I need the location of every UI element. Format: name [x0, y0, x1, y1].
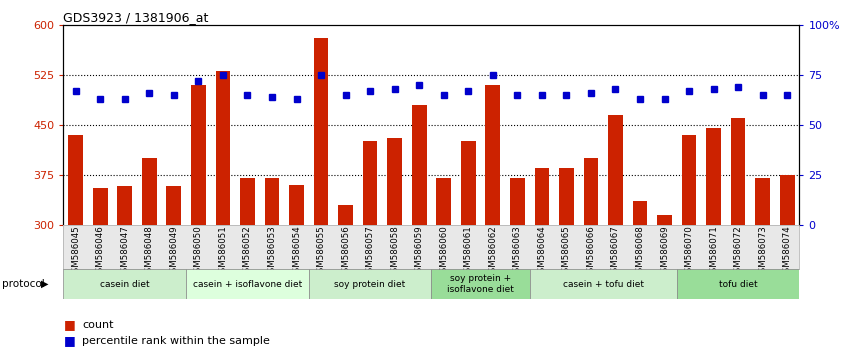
- Bar: [461, 142, 475, 225]
- Bar: [412, 105, 426, 225]
- Text: ■: ■: [63, 334, 75, 347]
- Text: GSM586047: GSM586047: [120, 226, 129, 279]
- Bar: [338, 205, 353, 225]
- Text: casein + tofu diet: casein + tofu diet: [563, 280, 644, 289]
- Bar: [265, 178, 279, 225]
- Text: GSM586052: GSM586052: [243, 226, 252, 279]
- Bar: [240, 178, 255, 225]
- Text: GSM586064: GSM586064: [537, 226, 547, 279]
- Text: GSM586066: GSM586066: [586, 226, 596, 279]
- Bar: [608, 115, 623, 225]
- Text: percentile rank within the sample: percentile rank within the sample: [82, 336, 270, 346]
- Bar: [431, 269, 530, 299]
- Text: ■: ■: [63, 319, 75, 331]
- Text: GSM586056: GSM586056: [341, 226, 350, 279]
- Text: GSM586062: GSM586062: [488, 226, 497, 279]
- Text: soy protein +
isoflavone diet: soy protein + isoflavone diet: [447, 274, 514, 294]
- Text: GSM586074: GSM586074: [783, 226, 792, 279]
- Bar: [731, 118, 745, 225]
- Text: casein + isoflavone diet: casein + isoflavone diet: [193, 280, 302, 289]
- Text: count: count: [82, 320, 113, 330]
- Bar: [289, 185, 304, 225]
- Bar: [657, 215, 672, 225]
- Bar: [437, 178, 451, 225]
- Text: tofu diet: tofu diet: [719, 280, 757, 289]
- Text: GSM586054: GSM586054: [292, 226, 301, 279]
- Bar: [510, 178, 525, 225]
- Text: GSM586051: GSM586051: [218, 226, 228, 279]
- Text: GSM586069: GSM586069: [660, 226, 669, 278]
- Text: GSM586068: GSM586068: [635, 226, 645, 279]
- Bar: [191, 85, 206, 225]
- Bar: [682, 135, 696, 225]
- Text: GSM586063: GSM586063: [513, 226, 522, 279]
- Bar: [69, 135, 83, 225]
- Bar: [142, 158, 157, 225]
- Text: GSM586048: GSM586048: [145, 226, 154, 279]
- Text: GDS3923 / 1381906_at: GDS3923 / 1381906_at: [63, 11, 209, 24]
- Bar: [309, 269, 431, 299]
- Text: casein diet: casein diet: [100, 280, 150, 289]
- Text: ▶: ▶: [41, 279, 48, 289]
- Bar: [93, 188, 107, 225]
- Bar: [363, 142, 377, 225]
- Text: GSM586060: GSM586060: [439, 226, 448, 279]
- Bar: [706, 128, 721, 225]
- Text: GSM586071: GSM586071: [709, 226, 718, 279]
- Bar: [584, 158, 598, 225]
- Text: GSM586045: GSM586045: [71, 226, 80, 279]
- Text: GSM586067: GSM586067: [611, 226, 620, 279]
- Bar: [755, 178, 770, 225]
- Text: soy protein diet: soy protein diet: [334, 280, 406, 289]
- Bar: [216, 72, 230, 225]
- Bar: [486, 85, 500, 225]
- Text: GSM586055: GSM586055: [316, 226, 326, 279]
- Text: GSM586072: GSM586072: [733, 226, 743, 279]
- Bar: [314, 38, 328, 225]
- Bar: [186, 269, 309, 299]
- Text: GSM586058: GSM586058: [390, 226, 399, 279]
- Bar: [633, 201, 647, 225]
- Text: GSM586061: GSM586061: [464, 226, 473, 279]
- Text: GSM586070: GSM586070: [684, 226, 694, 279]
- Text: GSM586059: GSM586059: [415, 226, 424, 278]
- Bar: [780, 175, 794, 225]
- Text: protocol: protocol: [2, 279, 45, 289]
- Bar: [559, 168, 574, 225]
- Text: GSM586050: GSM586050: [194, 226, 203, 279]
- Bar: [167, 186, 181, 225]
- Bar: [535, 168, 549, 225]
- Text: GSM586073: GSM586073: [758, 226, 767, 279]
- Bar: [118, 186, 132, 225]
- Bar: [387, 138, 402, 225]
- Bar: [677, 269, 799, 299]
- Bar: [63, 269, 186, 299]
- Text: GSM586065: GSM586065: [562, 226, 571, 279]
- Text: GSM586049: GSM586049: [169, 226, 179, 278]
- Text: GSM586053: GSM586053: [267, 226, 277, 279]
- Bar: [530, 269, 677, 299]
- Text: GSM586046: GSM586046: [96, 226, 105, 279]
- Text: GSM586057: GSM586057: [365, 226, 375, 279]
